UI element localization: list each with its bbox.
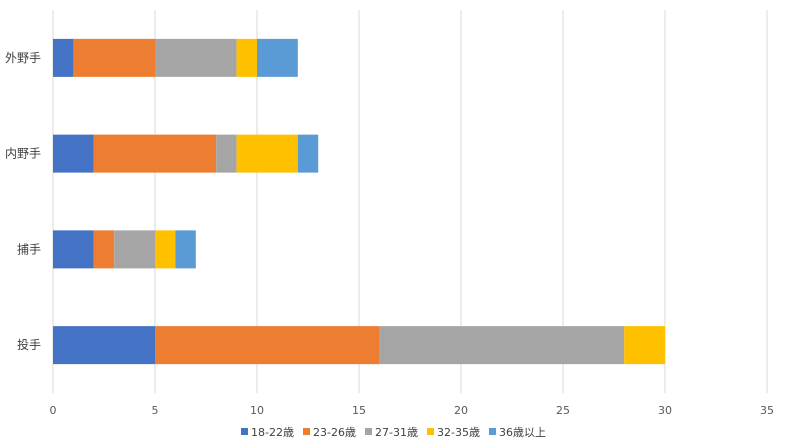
bar-segment-内野手-32-35歳 [236, 134, 298, 173]
legend-swatch [489, 428, 496, 435]
bar-segment-投手-18-22歳 [53, 326, 155, 365]
x-tick-label: 15 [352, 404, 366, 417]
legend: 18-22歳 23-26歳 27-31歳 32-35歳 36歳以上 [241, 426, 546, 439]
bar-segment-内野手-36歳以上 [297, 134, 319, 173]
bar-segment-捕手-23-26歳 [93, 230, 115, 269]
bar-segment-捕手-36歳以上 [175, 230, 196, 269]
bar-segment-捕手-32-35歳 [155, 230, 176, 269]
legend-swatch [241, 428, 248, 435]
category-label: 投手 [17, 337, 41, 352]
x-tick-label: 35 [760, 404, 774, 417]
x-tick-label: 25 [556, 404, 570, 417]
legend-label: 18-22歳 [251, 426, 294, 439]
bar-segment-外野手-36歳以上 [257, 38, 298, 77]
x-tick-label: 5 [152, 404, 159, 417]
bar-segment-外野手-18-22歳 [53, 38, 74, 77]
legend-label: 36歳以上 [499, 426, 546, 439]
bar-segment-投手-32-35歳 [624, 326, 665, 365]
bar-segment-投手-27-31歳 [379, 326, 625, 365]
bar-segment-外野手-27-31歳 [155, 38, 237, 77]
legend-swatch [365, 428, 372, 435]
bar-segment-内野手-18-22歳 [53, 134, 94, 173]
bar-segment-捕手-18-22歳 [53, 230, 94, 269]
bar-segment-外野手-32-35歳 [236, 38, 257, 77]
bar-segment-投手-23-26歳 [155, 326, 380, 365]
x-tick-label: 30 [658, 404, 672, 417]
bar-segment-捕手-27-31歳 [114, 230, 155, 269]
bar-segment-外野手-23-26歳 [73, 38, 155, 77]
legend-label: 23-26歳 [313, 426, 356, 439]
legend-swatch [427, 428, 434, 435]
category-label: 外野手 [5, 51, 41, 65]
bar-segments [53, 38, 665, 365]
category-label: 捕手 [17, 241, 41, 256]
x-tick-label: 20 [454, 404, 468, 417]
x-axis-tick-labels: 0 5 10 15 20 25 30 35 [50, 404, 775, 417]
bar-segment-内野手-27-31歳 [216, 134, 237, 173]
legend-swatch [303, 428, 310, 435]
x-tick-label: 10 [250, 404, 264, 417]
bar-segment-内野手-23-26歳 [93, 134, 217, 173]
x-tick-label: 0 [50, 404, 57, 417]
category-label: 内野手 [5, 147, 41, 161]
legend-label: 27-31歳 [375, 426, 418, 439]
legend-label: 32-35歳 [437, 426, 480, 439]
